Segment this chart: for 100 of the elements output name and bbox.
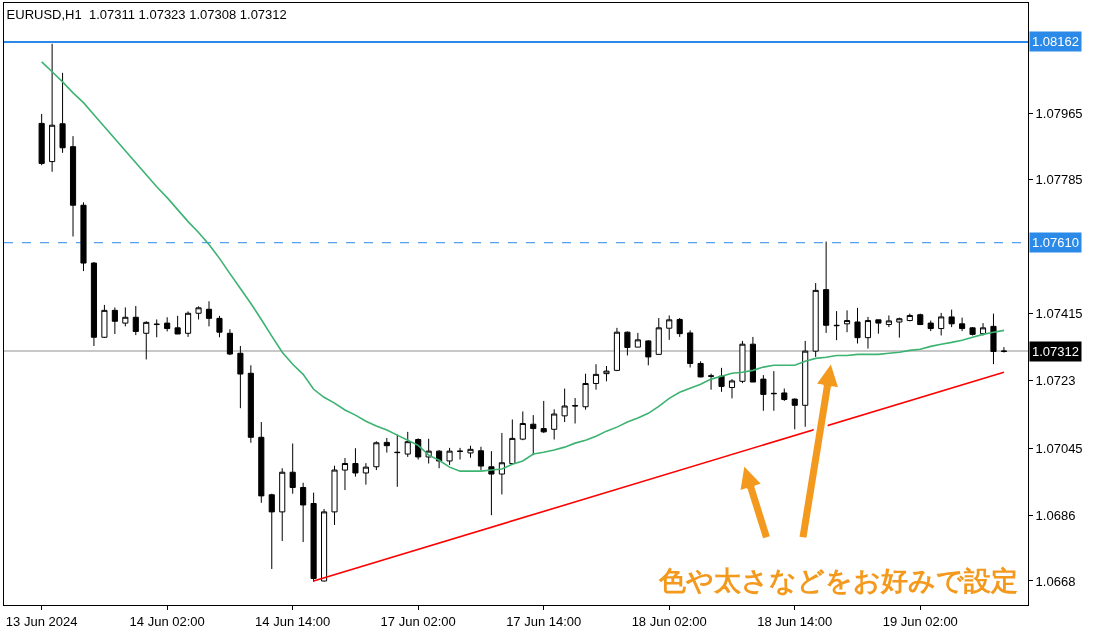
candlestick (226, 328, 233, 356)
candlestick (404, 431, 411, 458)
candlestick (645, 339, 652, 366)
candlestick (906, 313, 913, 322)
candlestick (760, 374, 767, 412)
candlestick (791, 397, 798, 430)
y-tick-label: 1.07965 (1035, 106, 1083, 122)
candlestick (300, 482, 307, 543)
candlestick (708, 373, 715, 391)
candlestick (603, 365, 610, 382)
x-tick-label: 18 Jun 02:00 (631, 613, 707, 629)
candlestick (185, 310, 192, 338)
candlestick (38, 113, 45, 166)
candlestick (718, 367, 725, 393)
candlestick (572, 397, 579, 424)
candlestick (959, 317, 966, 332)
candlestick (927, 320, 934, 332)
candlestick (509, 418, 516, 466)
candlestick (802, 340, 809, 428)
candlestick (132, 305, 139, 336)
candlestick (854, 307, 861, 344)
candlestick (582, 373, 589, 411)
candlestick (634, 332, 641, 348)
candlestick (394, 433, 401, 488)
candlestick (237, 345, 244, 409)
candlestick (770, 370, 777, 412)
chart-title: EURUSD,H1 1.07311 1.07323 1.07308 1.07312 (6, 6, 287, 22)
candlestick (739, 340, 746, 384)
ref-line-label: 1.08162 (1032, 34, 1079, 49)
candlestick (59, 72, 66, 154)
candlestick (268, 493, 275, 570)
x-tick-label: 17 Jun 14:00 (506, 613, 582, 629)
x-tick-label: 17 Jun 02:00 (380, 613, 456, 629)
annotation: 色や太さなどをお好みで設定 (658, 565, 1018, 596)
candlestick (216, 315, 223, 338)
candlestick (69, 135, 77, 238)
candlestick (823, 241, 830, 334)
candlestick (655, 317, 662, 355)
candlestick (676, 317, 683, 338)
candlestick (195, 305, 202, 320)
candlestick (498, 432, 505, 495)
candlestick (969, 326, 976, 336)
candlestick (948, 309, 955, 328)
candlestick (321, 508, 328, 582)
candlestick (49, 43, 56, 173)
candlestick (687, 329, 694, 368)
candlestick (666, 314, 673, 341)
candlestick (456, 447, 464, 460)
candlestick (749, 336, 756, 383)
candlestick (530, 414, 537, 456)
candlestick (864, 316, 872, 350)
candlestick (833, 310, 840, 341)
candlestick (613, 327, 620, 372)
candlestick (383, 437, 390, 454)
x-tick-label: 18 Jun 14:00 (757, 613, 833, 629)
candlestick (592, 363, 600, 391)
candlestick (477, 446, 485, 471)
candlestick (843, 309, 851, 333)
candlestick (697, 360, 704, 378)
candlestick (436, 449, 443, 469)
candlestick (341, 457, 349, 491)
line-series (40, 61, 1005, 472)
candlestick (938, 312, 945, 336)
candlestick (174, 315, 181, 335)
candlestick (551, 408, 558, 440)
candlestick (781, 388, 788, 402)
candlestick (153, 318, 160, 338)
candlestick (990, 313, 997, 365)
candlestick (143, 320, 150, 360)
candlestick (519, 410, 526, 441)
candlestick (373, 440, 380, 471)
y-tick-label: 1.0723 (1035, 373, 1076, 389)
candlestick (247, 364, 254, 444)
ref-line-label: 1.07312 (1032, 344, 1079, 359)
candlestick (362, 462, 369, 486)
candlestick (624, 330, 631, 356)
candlestick (979, 322, 987, 336)
y-tick-label: 1.07045 (1035, 440, 1083, 456)
ref-line-label: 1.07610 (1032, 235, 1079, 250)
x-tick-label: 14 Jun 14:00 (255, 613, 331, 629)
candlestick (331, 465, 338, 526)
x-tick-label: 14 Jun 02:00 (129, 613, 205, 629)
candlestick (728, 378, 736, 399)
candlestick (122, 306, 129, 327)
candlestick (90, 261, 98, 347)
candlestick (540, 400, 547, 434)
candlestick (896, 317, 903, 339)
candlestick (101, 304, 108, 339)
y-tick-label: 1.07785 (1035, 171, 1083, 187)
candlestick (875, 319, 882, 335)
candlestick (561, 388, 568, 423)
candlestick (258, 421, 265, 504)
x-tick-label: 19 Jun 02:00 (882, 613, 958, 629)
candlestick (111, 306, 118, 335)
candlestick (1000, 346, 1008, 354)
candlestick (310, 492, 317, 583)
candlestick (289, 443, 296, 495)
candlestick (885, 314, 892, 328)
candlestick (812, 282, 819, 358)
candlestick (205, 300, 213, 327)
